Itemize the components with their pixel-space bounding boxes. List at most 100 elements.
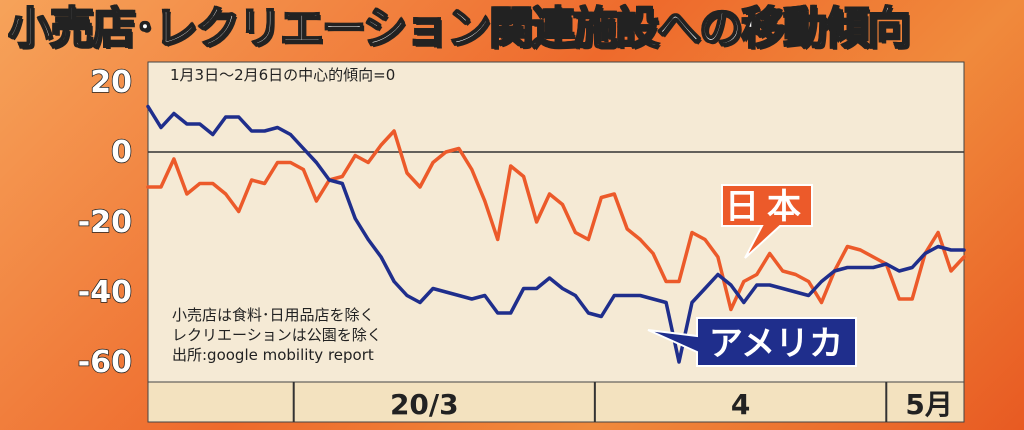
data-point: [625, 227, 629, 231]
data-point: [211, 133, 215, 136]
data-point: [716, 273, 720, 276]
data-point: [794, 290, 798, 294]
data-point: [509, 311, 513, 315]
data-point: [314, 199, 318, 203]
data-point: [742, 280, 746, 283]
data-point: [807, 280, 811, 283]
data-point: [276, 126, 280, 129]
data-point: [470, 297, 474, 301]
data-point: [755, 283, 759, 287]
data-point: [599, 196, 603, 199]
data-point: [638, 238, 642, 241]
data-point: [664, 301, 668, 304]
data-point: [962, 255, 966, 259]
x-axis-band: [147, 381, 965, 423]
data-point: [522, 175, 526, 178]
data-point: [288, 133, 292, 136]
page-title: 小売店･レクリエーション関連施設への移動傾向: [8, 2, 912, 55]
data-point: [703, 238, 707, 241]
data-point: [418, 301, 422, 304]
data-point: [535, 287, 539, 290]
data-point: [755, 273, 759, 276]
data-point: [327, 178, 331, 182]
note-line-1: 小売店は食料･日用品店を除く: [172, 306, 375, 324]
data-point: [146, 105, 150, 108]
note-line-3: 出所:google mobility report: [172, 346, 374, 364]
data-point: [431, 287, 435, 290]
data-point: [457, 147, 461, 150]
usa-callout-box: [647, 317, 857, 367]
data-point: [483, 199, 487, 203]
data-point: [599, 315, 603, 318]
data-point: [159, 126, 163, 129]
series-group: [146, 104, 966, 364]
data-point: [794, 273, 798, 276]
data-point: [560, 287, 564, 290]
data-point: [560, 203, 564, 206]
data-point: [962, 248, 966, 252]
series-line-usa: [146, 104, 966, 364]
data-point: [366, 161, 370, 164]
data-point: [548, 192, 552, 196]
data-point: [820, 280, 824, 283]
note-line-2: レクリエーションは公園を除く: [172, 326, 382, 344]
data-point: [871, 255, 875, 259]
data-point: [431, 161, 435, 164]
data-point: [405, 294, 409, 297]
data-point: [638, 294, 642, 297]
data-point: [314, 161, 318, 164]
data-point: [858, 266, 862, 269]
y-tick-label: -60: [78, 345, 132, 380]
data-point: [729, 283, 733, 287]
data-point: [444, 150, 448, 154]
data-point: [276, 161, 280, 164]
data-point: [172, 112, 176, 115]
data-point: [832, 269, 836, 273]
data-point: [198, 122, 202, 126]
data-point: [366, 238, 370, 241]
data-point: [496, 238, 500, 241]
data-point: [405, 171, 409, 175]
data-point: [729, 308, 733, 311]
data-point: [522, 287, 526, 290]
data-point: [768, 252, 772, 255]
x-tick-label: 20/3: [390, 388, 459, 421]
data-point: [353, 154, 357, 157]
y-tick-label: -40: [78, 275, 132, 310]
data-point: [392, 129, 396, 133]
x-axis: 20/3 4 5月: [147, 381, 965, 423]
data-point: [263, 129, 267, 133]
x-tick-label: 4: [731, 388, 750, 421]
baseline-note: 1月3日〜2月6日の中心的傾向=0: [170, 66, 395, 84]
data-point: [288, 161, 292, 164]
data-point: [340, 182, 344, 185]
data-point: [716, 255, 720, 259]
data-point: [858, 248, 862, 252]
data-point: [250, 129, 254, 133]
y-tick-label: 20: [90, 65, 132, 100]
data-point: [379, 255, 383, 259]
data-point: [483, 294, 487, 297]
data-point: [185, 192, 189, 196]
data-point: [910, 266, 914, 269]
series-label-japan: 日本: [721, 184, 813, 259]
data-point: [146, 185, 150, 189]
data-point: [742, 301, 746, 304]
data-point: [820, 301, 824, 304]
data-point: [573, 231, 577, 234]
data-point: [625, 294, 629, 297]
data-point: [936, 245, 940, 248]
data-point: [198, 182, 202, 185]
data-point: [949, 248, 953, 252]
data-point: [768, 283, 772, 287]
data-point: [586, 311, 590, 315]
data-point: [845, 245, 849, 248]
data-point: [612, 192, 616, 196]
data-point: [263, 182, 267, 185]
japan-callout-box: [721, 184, 813, 259]
data-point: [470, 168, 474, 171]
data-point: [651, 252, 655, 255]
data-point: [807, 294, 811, 297]
y-axis: 20 0 -20 -40 -60: [77, 64, 133, 381]
